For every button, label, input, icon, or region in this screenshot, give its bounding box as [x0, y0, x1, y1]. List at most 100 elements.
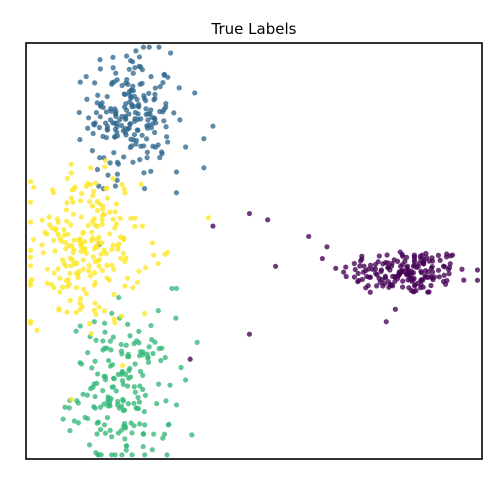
data-point-series-3 [68, 170, 74, 176]
data-point-series-0 [400, 278, 406, 284]
data-point-series-1 [155, 142, 161, 148]
data-point-series-1 [133, 48, 139, 54]
data-point-series-2 [131, 423, 137, 429]
data-point-series-3 [113, 221, 120, 227]
data-point-series-2 [123, 447, 129, 453]
data-point-series-3 [64, 175, 70, 181]
data-point-series-3 [104, 262, 110, 268]
data-point-series-2 [126, 375, 132, 381]
data-point-series-0 [429, 264, 435, 270]
data-point-series-3 [27, 178, 34, 185]
data-point-series-3 [27, 199, 34, 205]
data-point-series-1 [118, 122, 125, 129]
data-point-series-2 [135, 394, 141, 401]
data-point-series-0 [400, 284, 406, 290]
data-point-series-0 [386, 284, 392, 290]
data-point-series-2 [88, 386, 94, 392]
data-point-series-2 [119, 452, 125, 458]
data-point-series-3 [96, 240, 103, 246]
data-point-series-3 [55, 266, 61, 272]
data-point-series-3 [77, 198, 84, 204]
data-point-series-1 [210, 123, 216, 129]
data-point-series-1 [112, 183, 119, 189]
data-point-series-0 [385, 260, 391, 266]
data-point-series-2 [140, 443, 146, 450]
data-point-series-3 [27, 282, 34, 288]
data-point-series-2 [189, 432, 195, 438]
data-point-series-3 [64, 200, 70, 206]
data-point-series-3 [88, 273, 94, 279]
data-point-series-2 [105, 396, 112, 402]
data-point-series-1 [143, 106, 149, 112]
data-point-series-0 [425, 274, 431, 281]
data-point-series-1 [90, 130, 96, 137]
data-point-series-3 [73, 309, 79, 315]
data-point-series-0 [474, 277, 481, 283]
data-point-series-2 [183, 377, 189, 383]
data-point-series-3 [118, 313, 125, 319]
data-point-series-1 [145, 117, 151, 123]
data-point-series-2 [131, 400, 137, 406]
data-point-series-3 [112, 209, 118, 215]
data-point-series-1 [148, 168, 154, 174]
data-point-series-0 [384, 252, 390, 258]
data-point-series-1 [173, 169, 180, 175]
data-point-series-3 [121, 236, 127, 242]
data-point-series-3 [86, 263, 92, 269]
data-point-series-0 [389, 260, 395, 267]
data-point-series-2 [97, 427, 104, 433]
data-point-series-2 [92, 358, 98, 364]
data-point-series-1 [112, 111, 119, 117]
data-point-series-3 [50, 190, 56, 196]
data-point-series-3 [44, 266, 50, 272]
data-point-series-3 [104, 195, 111, 201]
data-point-series-1 [126, 111, 132, 117]
data-point-series-3 [98, 251, 104, 257]
data-point-series-3 [111, 266, 117, 272]
data-point-series-2 [109, 362, 116, 368]
data-point-series-3 [76, 268, 82, 274]
data-point-series-2 [86, 442, 93, 448]
data-point-series-2 [91, 319, 97, 325]
data-point-series-3 [86, 268, 92, 274]
data-point-series-3 [138, 181, 144, 187]
data-point-series-1 [96, 124, 103, 131]
data-point-series-0 [333, 265, 339, 271]
data-point-series-3 [82, 238, 88, 245]
data-point-series-0 [416, 260, 422, 266]
data-point-series-3 [101, 308, 107, 314]
data-point-series-0 [404, 263, 411, 269]
data-point-series-3 [88, 165, 94, 171]
data-point-series-0 [392, 306, 398, 312]
data-point-series-3 [69, 257, 76, 263]
data-point-series-2 [104, 415, 111, 421]
data-point-series-3 [91, 307, 98, 313]
data-point-series-1 [91, 121, 97, 127]
data-point-series-2 [156, 381, 162, 387]
data-point-series-1 [77, 136, 83, 143]
data-point-series-2 [101, 422, 108, 428]
data-point-series-2 [151, 431, 157, 437]
data-point-series-1 [112, 134, 118, 140]
data-point-series-1 [130, 159, 136, 165]
scatter-points [27, 44, 481, 458]
data-point-series-2 [125, 383, 131, 389]
data-point-series-1 [139, 132, 145, 138]
data-point-series-0 [352, 266, 358, 273]
data-point-series-1 [99, 100, 105, 106]
data-point-series-0 [374, 283, 380, 289]
data-point-series-3 [96, 304, 102, 310]
data-point-series-3 [39, 242, 45, 248]
data-point-series-1 [152, 95, 158, 102]
data-point-series-3 [99, 221, 105, 227]
data-point-series-1 [108, 106, 114, 112]
data-point-series-3 [99, 217, 105, 223]
data-point-series-3 [34, 327, 40, 333]
data-point-series-1 [135, 111, 141, 117]
data-point-series-3 [57, 275, 63, 281]
data-point-series-2 [100, 338, 106, 344]
data-point-series-2 [125, 321, 131, 327]
data-point-series-2 [102, 430, 109, 436]
data-point-series-3 [27, 254, 34, 260]
data-point-series-1 [103, 120, 109, 126]
